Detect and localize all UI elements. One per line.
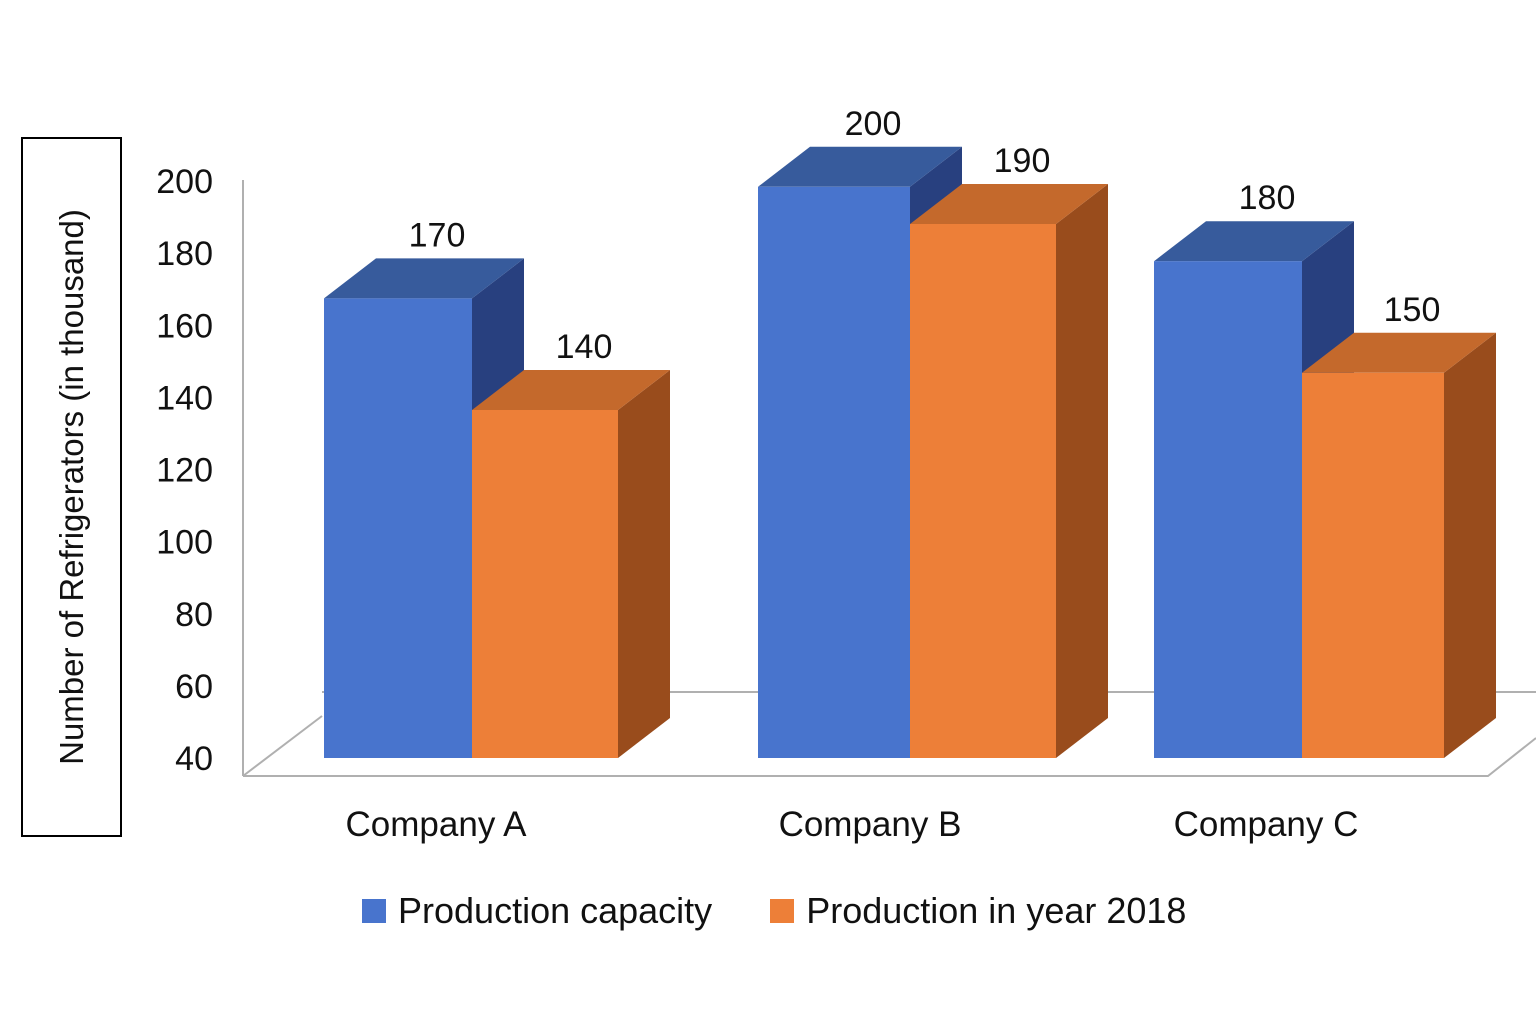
bar-top-face: [324, 258, 524, 299]
legend-item-production-2018: Production in year 2018: [770, 890, 1186, 932]
bar-side-face: [618, 370, 670, 758]
bar-top-face: [758, 146, 962, 187]
y-axis-label: Number of Refrigerators (in thousand): [52, 209, 90, 765]
bar-front-face: [1154, 261, 1302, 758]
bar-front-face: [910, 224, 1056, 758]
floor-front-edge: [243, 737, 1536, 777]
bar-top-face: [1302, 332, 1496, 373]
data-label: 150: [1384, 291, 1441, 329]
y-tick-label: 120: [156, 452, 213, 490]
bar-side-face: [1444, 332, 1496, 758]
bar-front-face: [758, 186, 910, 759]
legend-item-capacity: Production capacity: [362, 890, 712, 932]
y-axis-label-box: Number of Refrigerators (in thousand): [21, 137, 122, 837]
data-label: 190: [994, 142, 1051, 180]
y-tick-label: 60: [175, 668, 213, 706]
bar-front-face: [1302, 372, 1444, 758]
y-tick-label: 40: [175, 740, 213, 778]
x-tick-label: Company A: [346, 805, 528, 844]
bar-top-face: [1154, 221, 1354, 262]
bar-company-a-production-2018: [472, 370, 670, 758]
legend-label-production-2018: Production in year 2018: [806, 890, 1187, 931]
x-axis-ticks: Company A Company B Company C: [346, 805, 1359, 844]
y-axis-ticks: 200 180 160 140 120 100 80 60 40: [156, 163, 213, 778]
legend: Production capacity Production in year 2…: [362, 890, 1244, 932]
y-tick-label: 200: [156, 163, 213, 201]
bar-side-face: [1056, 184, 1108, 758]
legend-label-capacity: Production capacity: [398, 890, 713, 931]
bar-front-face: [472, 410, 618, 758]
floor-left-edge: [242, 715, 323, 777]
y-tick-label: 80: [175, 596, 213, 634]
bars: [324, 146, 1496, 759]
data-labels: 170 140 200 190 180 150: [409, 105, 1441, 366]
legend-swatch-capacity: [362, 899, 386, 923]
bar-top-face: [910, 184, 1108, 224]
data-label: 200: [845, 105, 902, 143]
legend-swatch-production-2018: [770, 899, 795, 923]
y-tick-label: 100: [156, 524, 213, 562]
bar-front-face: [324, 298, 472, 758]
data-label: 140: [556, 328, 613, 366]
data-label: 180: [1239, 179, 1296, 217]
y-tick-label: 160: [156, 307, 213, 345]
bar-company-b-production-2018: [910, 184, 1108, 758]
x-tick-label: Company C: [1174, 805, 1359, 844]
x-tick-label: Company B: [779, 805, 962, 844]
bar-top-face: [472, 370, 670, 410]
bar-company-c-production-2018: [1302, 332, 1496, 758]
y-tick-label: 140: [156, 379, 213, 417]
y-tick-label: 180: [156, 235, 213, 273]
data-label: 170: [409, 216, 466, 254]
